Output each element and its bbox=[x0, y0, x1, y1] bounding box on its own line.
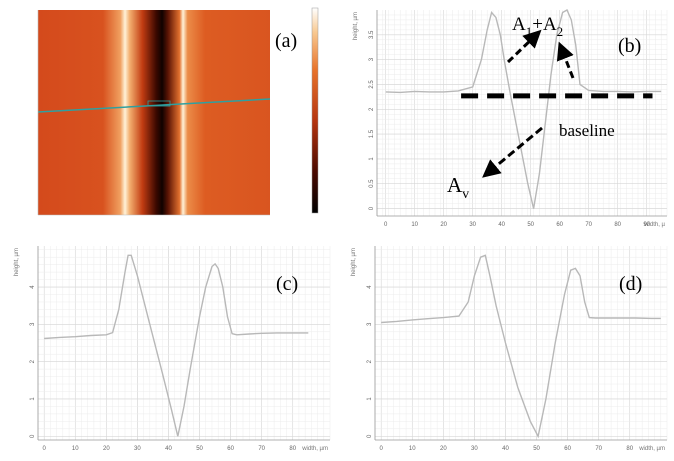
x-tick-label: 50 bbox=[527, 222, 534, 228]
heatmap-figure: (a) bbox=[37, 7, 319, 216]
profile-chart-d: 0 10 20 30 40 50 60 70 80 0 1 2 3 4 height, µm width, µ… bbox=[351, 246, 668, 452]
x-tick-label: 40 bbox=[498, 222, 505, 228]
x-tick-label: 50 bbox=[196, 446, 203, 452]
y-tick-label: 3 bbox=[367, 322, 373, 326]
x-tick-label: 80 bbox=[626, 446, 633, 452]
profile-line bbox=[37, 98, 271, 113]
y-tick-label: 3 bbox=[30, 322, 36, 326]
x-tick-label: 30 bbox=[469, 222, 476, 228]
x-tick-label: 10 bbox=[409, 446, 416, 452]
x-tick-label: 80 bbox=[289, 446, 296, 452]
y-tick-label: 1.5 bbox=[369, 129, 375, 138]
x-tick-label: 40 bbox=[502, 446, 509, 452]
annotation-av-sub: v bbox=[462, 187, 469, 202]
annotation-av-base: A bbox=[447, 173, 463, 197]
y-tick-label: 0 bbox=[30, 434, 36, 438]
x-tick-label: 0 bbox=[384, 222, 388, 228]
y-axis-title: height, µm bbox=[351, 248, 357, 276]
x-tick-label: 20 bbox=[440, 446, 447, 452]
y-tick-label: 1 bbox=[30, 397, 36, 401]
profile-marker bbox=[147, 100, 171, 107]
x-tick-label: 60 bbox=[564, 446, 571, 452]
y-tick-label: 4 bbox=[30, 285, 36, 289]
panel-b: 0 10 20 30 40 50 60 70 80 90 0 0.5 1 1.5 2 2.5 3 3.5 heigh… bbox=[337, 0, 674, 228]
heatmap-axis-ticks bbox=[37, 10, 270, 216]
x-tick-label: 20 bbox=[103, 446, 110, 452]
y-tick-label: 2 bbox=[30, 359, 36, 363]
y-axis-title: height, µm bbox=[14, 248, 20, 276]
y-tick-label: 0 bbox=[369, 206, 375, 210]
y-tick-label: 2 bbox=[369, 107, 375, 111]
profile-chart-b: 0 10 20 30 40 50 60 70 80 90 0 0.5 1 1.5 2 2.5 3 3.5 heigh… bbox=[353, 9, 668, 228]
x-tick-label: 30 bbox=[471, 446, 478, 452]
x-tick-label: 90 bbox=[643, 222, 650, 228]
y-tick-label: 1 bbox=[369, 157, 375, 161]
x-tick-label: 70 bbox=[258, 446, 265, 452]
x-tick-label: 60 bbox=[556, 222, 563, 228]
panel-d: 0 10 20 30 40 50 60 70 80 0 1 2 3 4 height, µm width, µ… bbox=[337, 228, 674, 456]
x-axis-title: width, µm bbox=[301, 446, 328, 452]
x-axis-title: width, µ bbox=[643, 222, 665, 228]
x-tick-label: 80 bbox=[614, 222, 621, 228]
annotation-av: Av bbox=[447, 173, 469, 202]
y-tick-label: 3 bbox=[369, 57, 375, 61]
annotation-a1-a2-part: +A bbox=[532, 14, 557, 35]
x-tick-label: 70 bbox=[585, 222, 592, 228]
heatmap-image bbox=[38, 10, 270, 215]
annotation-a1-a2-part: A bbox=[512, 14, 526, 35]
x-tick-label: 50 bbox=[533, 446, 540, 452]
panel-c: 0 10 20 30 40 50 60 70 80 0 1 2 3 4 height, µm width, µ… bbox=[0, 228, 337, 456]
x-tick-label: 60 bbox=[227, 446, 234, 452]
annotation-baseline: baseline bbox=[559, 121, 615, 140]
x-tick-label: 0 bbox=[43, 446, 47, 452]
panel-label-a: (a) bbox=[275, 30, 297, 52]
x-tick-label: 10 bbox=[72, 446, 79, 452]
annotation-a1-a2: A1+A2 bbox=[512, 14, 563, 39]
x-tick-label: 40 bbox=[165, 446, 172, 452]
annotation-a1-a2-part: 1 bbox=[526, 24, 533, 39]
profile-line bbox=[381, 254, 661, 439]
panel-label-c: (c) bbox=[276, 273, 298, 295]
panel-a: (a) bbox=[0, 0, 337, 228]
y-tick-label: 3.5 bbox=[369, 30, 375, 39]
arrow-av bbox=[482, 126, 543, 178]
y-tick-label: 2 bbox=[367, 359, 373, 363]
x-tick-label: 30 bbox=[134, 446, 141, 452]
panel-label-d: (d) bbox=[619, 273, 642, 295]
y-tick-label: 0.5 bbox=[369, 179, 375, 188]
x-tick-label: 70 bbox=[595, 446, 602, 452]
profile-line bbox=[385, 9, 662, 209]
y-axis-title: height, µm bbox=[353, 12, 359, 40]
profile-line bbox=[44, 254, 309, 437]
arrow-a1 bbox=[506, 29, 542, 64]
y-tick-label: 1 bbox=[367, 397, 373, 401]
y-tick-label: 2.5 bbox=[369, 80, 375, 89]
y-tick-label: 4 bbox=[367, 285, 373, 289]
profile-chart-c: 0 10 20 30 40 50 60 70 80 0 1 2 3 4 height, µm width, µ… bbox=[14, 246, 331, 452]
x-tick-label: 0 bbox=[380, 446, 384, 452]
panel-label-b: (b) bbox=[618, 35, 641, 57]
x-axis-title: width, µm bbox=[638, 446, 665, 452]
x-tick-label: 10 bbox=[411, 222, 418, 228]
colorbar bbox=[311, 7, 319, 214]
annotation-a1-a2-part: 2 bbox=[557, 24, 564, 39]
arrow-a2 bbox=[556, 41, 575, 79]
x-tick-label: 20 bbox=[440, 222, 447, 228]
y-tick-label: 0 bbox=[367, 434, 373, 438]
